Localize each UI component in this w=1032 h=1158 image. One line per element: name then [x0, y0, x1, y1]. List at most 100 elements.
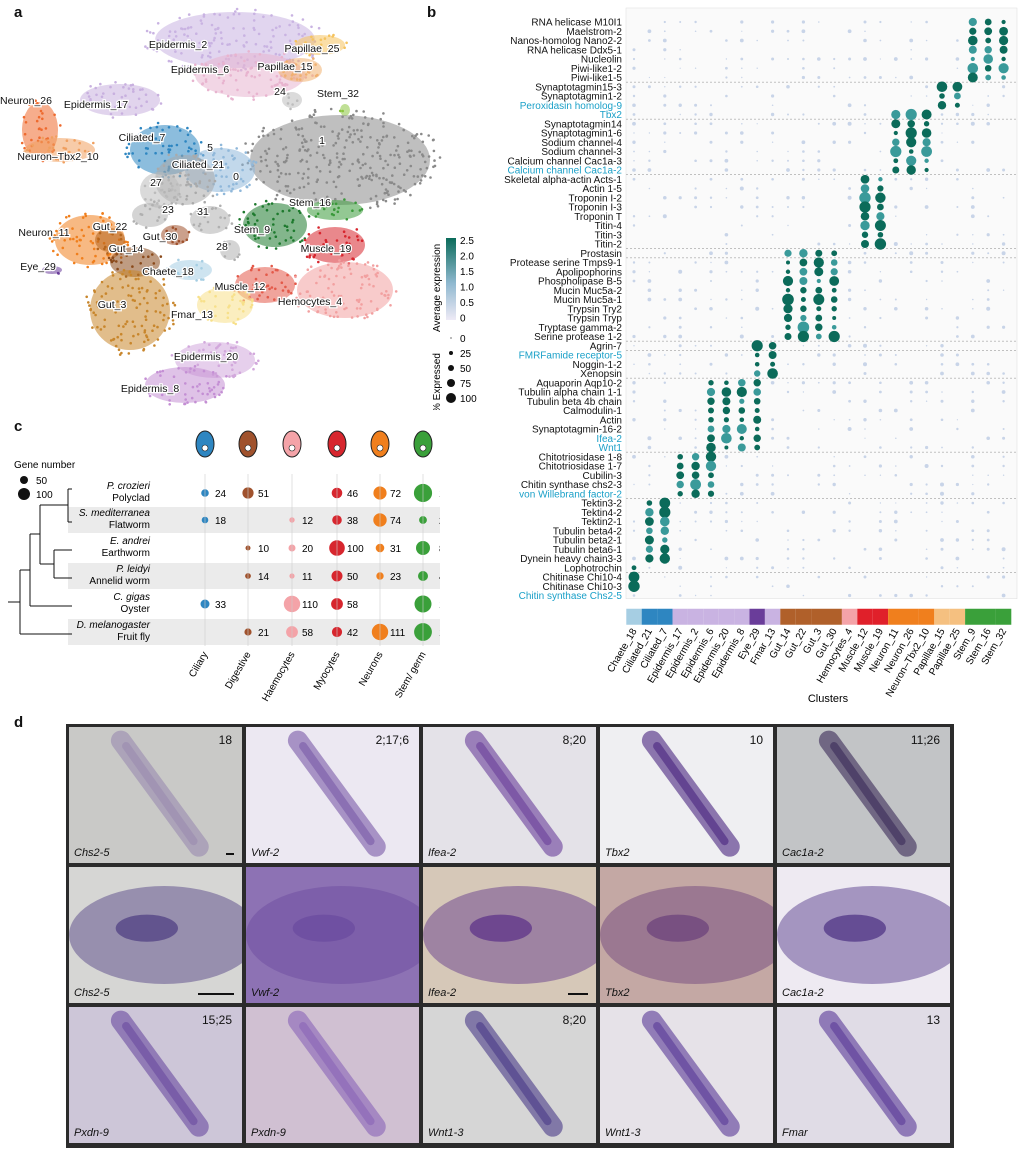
expr-dot [785, 269, 791, 274]
expr-dot [771, 131, 775, 135]
cluster-color-cell [872, 608, 889, 625]
gene-number-value: 51 [258, 489, 270, 500]
expr-dot [725, 372, 728, 375]
expr-dot [801, 29, 806, 34]
expr-dot [970, 121, 975, 126]
expr-dot [940, 140, 944, 144]
expr-dot [972, 474, 974, 476]
expr-dot [725, 76, 728, 79]
umap-label: Neuron–Tbx2_10 [17, 151, 98, 163]
gene-number-value: 80 [439, 544, 440, 555]
gene-number-value: 74 [390, 516, 402, 527]
gene-label: Troponin I-2 [568, 193, 622, 204]
expr-dot [662, 38, 667, 43]
expr-dot [895, 76, 897, 79]
expr-dot [724, 158, 729, 163]
expr-dot [879, 169, 882, 171]
expr-dot [633, 150, 635, 153]
colorbar-tick: 1.5 [460, 267, 474, 278]
expr-dot [970, 56, 975, 62]
expr-dot [999, 26, 1008, 36]
expr-dot [754, 426, 760, 432]
expr-dot [1002, 381, 1005, 384]
gene-number-value: 110 [302, 600, 318, 611]
stem-cell-icon [413, 430, 433, 458]
expr-dot [925, 187, 928, 190]
expr-dot [710, 548, 712, 551]
expr-dot [847, 297, 852, 302]
expr-dot [648, 326, 651, 329]
expr-dot [754, 444, 761, 451]
expr-dot [771, 585, 774, 588]
umap-label: Ciliated_21 [172, 159, 225, 171]
expr-dot [691, 489, 700, 498]
expr-dot [924, 177, 929, 181]
expr-dot [707, 481, 715, 488]
size-legend-label: 100 [36, 490, 53, 501]
expr-dot [924, 158, 929, 163]
umap-label: Muscle_19 [301, 243, 352, 255]
expr-dot [648, 566, 651, 569]
expr-dot [662, 537, 668, 543]
expr-dot [986, 547, 990, 551]
expr-dot [879, 150, 882, 153]
expr-dot [1002, 566, 1005, 569]
expr-dot [875, 192, 886, 203]
specimen-shape [641, 1010, 740, 1137]
expr-dot [818, 21, 820, 23]
expr-dot [817, 57, 821, 61]
expr-dot [664, 576, 666, 578]
gene-label: Tryptase gamma-2 [538, 323, 622, 334]
ish-image: Chs2-5 [69, 867, 242, 1003]
cluster-number: 2;17;6 [375, 733, 409, 747]
expr-dot [879, 344, 882, 347]
expr-dot [1002, 455, 1005, 458]
expr-dot [817, 76, 821, 79]
expr-dot [987, 252, 990, 255]
expr-dot [676, 471, 685, 480]
gene-number-value: 58 [347, 600, 359, 611]
expr-dot [1002, 85, 1006, 89]
expr-dot [956, 566, 959, 569]
gene-label: Sodium channel-4 [541, 138, 622, 149]
expr-dot [767, 368, 778, 379]
expr-dot [646, 527, 653, 535]
expr-dot [833, 85, 836, 88]
expr-dot [909, 380, 914, 385]
expr-dot [940, 547, 944, 551]
gene-label: Calmodulin-1 [563, 406, 622, 417]
gene-label: Tbx2 [600, 110, 623, 121]
umap-cluster-28 [85, 268, 177, 356]
expr-dot [645, 545, 653, 553]
expr-dot [1002, 372, 1005, 375]
expr-dot [783, 313, 793, 323]
expr-dot [817, 353, 821, 357]
expr-dot [664, 76, 666, 79]
expr-dot [921, 109, 932, 120]
expr-dot [925, 85, 929, 89]
expr-dot [817, 159, 821, 163]
ish-image: 2;17;6 Vwf-2 [246, 727, 419, 863]
expr-dot [753, 434, 761, 442]
expr-dot [940, 501, 944, 505]
expr-dot [679, 557, 681, 560]
expr-dot [972, 187, 974, 190]
expr-dot [828, 330, 840, 343]
expr-dot [925, 511, 928, 514]
expr-dot [802, 150, 805, 153]
expr-dot [694, 67, 697, 69]
expr-dot [632, 418, 636, 422]
expr-dot [906, 155, 917, 166]
expr-dot [848, 399, 851, 403]
expr-dot [632, 270, 636, 274]
umap-cluster-20 [238, 199, 311, 250]
expr-dot [848, 224, 852, 227]
pct-legend-dot [450, 337, 452, 339]
expr-dot [863, 38, 867, 43]
expr-dot [694, 205, 697, 209]
expr-dot [939, 93, 945, 99]
gene-label: Dynein heavy chain3-3 [520, 554, 622, 565]
expr-dot [802, 557, 805, 560]
expr-dot [679, 113, 681, 116]
expr-dot [709, 196, 713, 199]
